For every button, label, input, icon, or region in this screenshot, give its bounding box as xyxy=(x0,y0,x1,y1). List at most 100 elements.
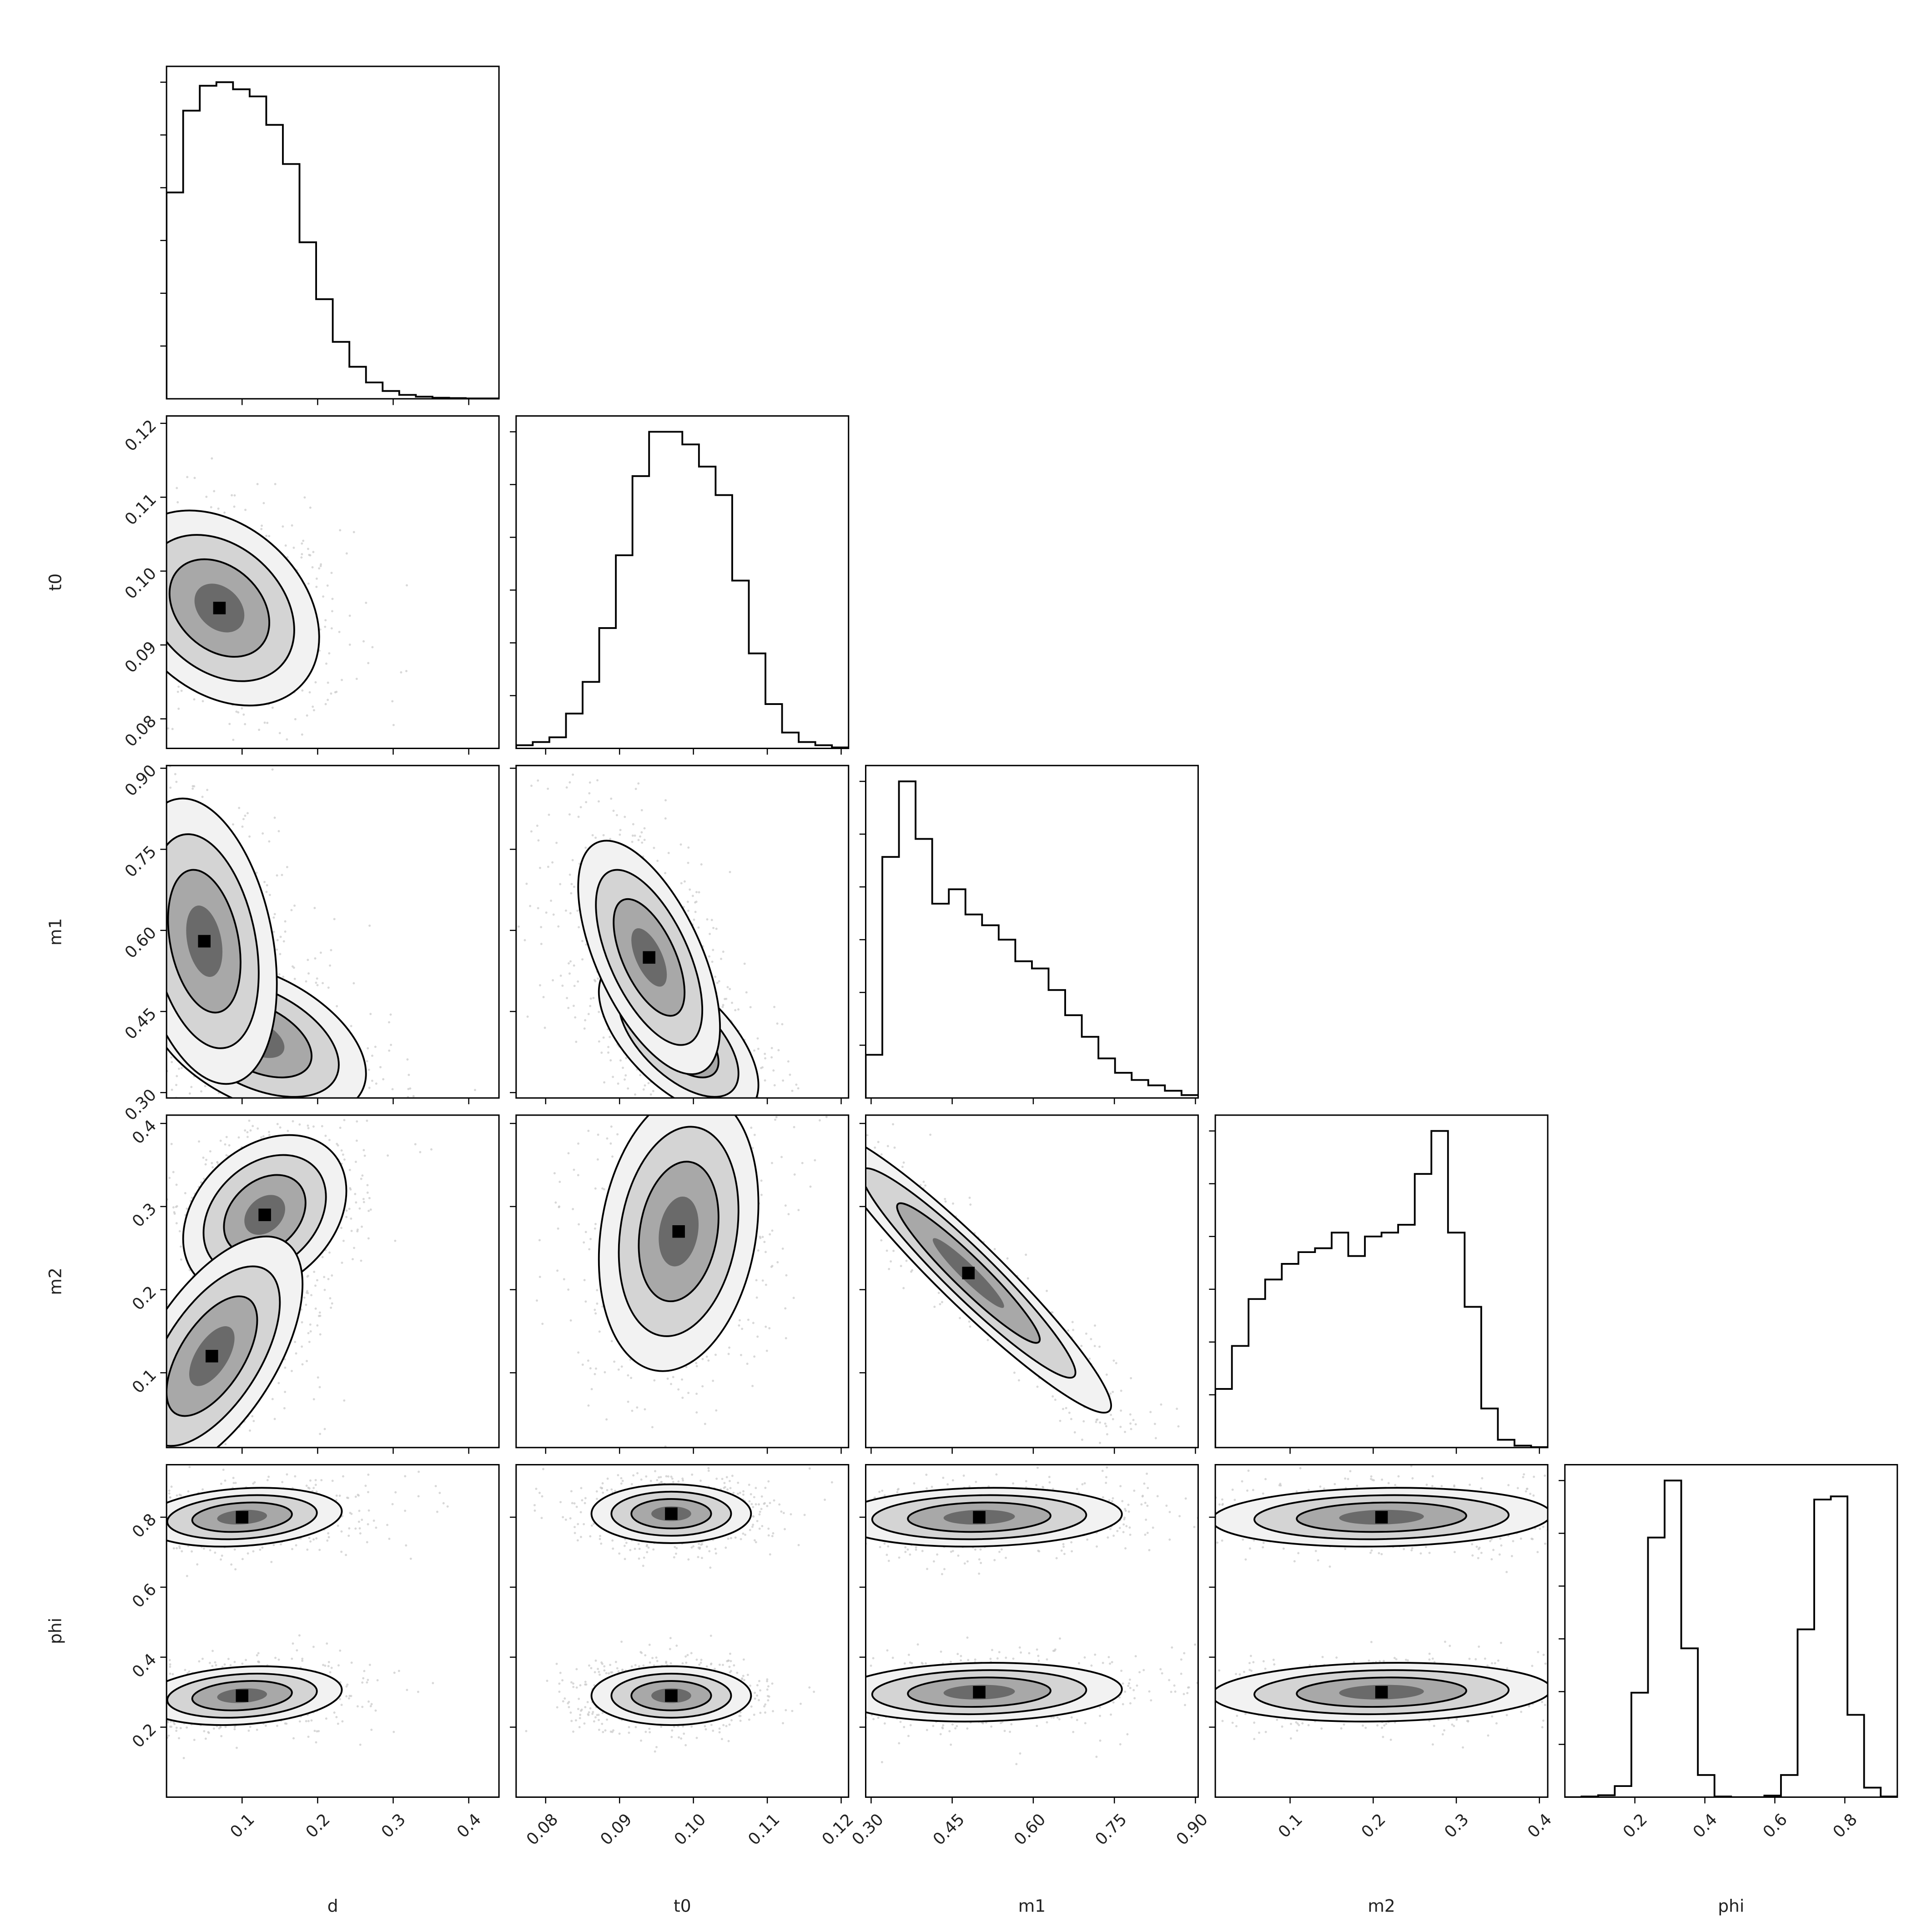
scatter-point xyxy=(306,714,308,717)
scatter-point xyxy=(151,1323,153,1326)
scatter-point xyxy=(567,1006,570,1009)
scatter-point xyxy=(130,1540,132,1543)
scatter-point xyxy=(191,787,194,790)
scatter-point xyxy=(301,1321,303,1323)
scatter-point xyxy=(70,527,73,529)
scatter-point xyxy=(89,584,91,586)
scatter-point xyxy=(543,1026,546,1029)
scatter-point xyxy=(597,800,600,803)
scatter-point xyxy=(110,1009,112,1011)
scatter-point xyxy=(639,1074,642,1077)
scatter-point xyxy=(362,1197,365,1200)
scatter-point xyxy=(649,1093,652,1096)
scatter-point xyxy=(314,957,317,960)
scatter-point xyxy=(161,636,163,639)
scatter-point xyxy=(136,837,138,839)
scatter-point xyxy=(132,930,135,932)
scatter-point xyxy=(345,1209,348,1212)
scatter-point xyxy=(286,866,288,868)
scatter-point xyxy=(712,949,714,951)
scatter-point xyxy=(117,681,119,684)
scatter-point xyxy=(338,631,341,633)
scatter-point xyxy=(722,951,724,953)
scatter-point xyxy=(770,1046,773,1049)
scatter-point xyxy=(100,574,102,576)
scatter-point xyxy=(609,742,611,745)
scatter-point xyxy=(570,892,573,895)
scatter-point xyxy=(228,723,231,725)
scatter-point xyxy=(715,1105,717,1107)
scatter-point xyxy=(156,863,159,865)
scatter-point xyxy=(157,1316,160,1318)
scatter-point xyxy=(155,1074,157,1076)
scatter-point xyxy=(267,1106,269,1108)
scatter-point xyxy=(149,1399,151,1401)
scatter-point xyxy=(151,869,154,871)
scatter-point xyxy=(368,1197,371,1199)
scatter-point xyxy=(146,1447,149,1449)
contour-line xyxy=(166,534,295,682)
scatter-point xyxy=(45,1499,48,1502)
scatter-point xyxy=(301,1345,303,1348)
scatter-point xyxy=(585,943,588,946)
scatter-point xyxy=(150,614,152,616)
scatter-point xyxy=(140,882,142,884)
scatter-point xyxy=(408,1073,410,1076)
scatter-point xyxy=(173,1213,176,1215)
scatter-point xyxy=(152,554,154,557)
scatter-point xyxy=(207,1118,210,1120)
scatter-point xyxy=(175,1222,178,1225)
scatter-point xyxy=(210,506,212,508)
scatter-point xyxy=(637,839,640,841)
scatter-point xyxy=(363,1154,366,1157)
scatter-point xyxy=(525,882,528,885)
scatter-point xyxy=(305,1291,308,1294)
scatter-point xyxy=(619,829,622,831)
scatter-point xyxy=(158,931,161,933)
scatter-point xyxy=(313,1112,315,1114)
scatter-point xyxy=(278,973,281,976)
scatter-point xyxy=(175,780,178,783)
scatter-point xyxy=(781,1023,784,1026)
scatter-point xyxy=(152,1427,154,1429)
scatter-point xyxy=(301,553,303,555)
scatter-point xyxy=(151,957,154,959)
scatter-point xyxy=(772,1137,774,1139)
scatter-point xyxy=(148,921,151,924)
scatter-point xyxy=(265,534,268,537)
scatter-point xyxy=(161,991,163,993)
scatter-point xyxy=(367,1047,369,1050)
scatter-point xyxy=(632,823,634,825)
scatter-point xyxy=(473,1089,476,1092)
scatter-point xyxy=(77,589,80,591)
scatter-point xyxy=(249,1429,251,1432)
scatter-point xyxy=(146,1317,149,1319)
scatter-point xyxy=(217,1469,220,1471)
scatter-point xyxy=(282,940,285,943)
scatter-point xyxy=(387,1154,389,1157)
scatter-point xyxy=(256,483,259,485)
scatter-point xyxy=(122,567,125,569)
scatter-point xyxy=(142,836,144,839)
scatter-point xyxy=(273,816,276,819)
scatter-point xyxy=(374,1046,377,1048)
scatter-point xyxy=(328,1251,331,1254)
scatter-point xyxy=(308,691,311,694)
histogram-t0 xyxy=(516,431,849,749)
scatter-point xyxy=(330,949,332,951)
scatter-point xyxy=(229,752,231,754)
scatter-point xyxy=(588,792,591,795)
scatter-point xyxy=(710,919,713,921)
scatter-point xyxy=(537,779,539,782)
scatter-point xyxy=(266,1109,268,1112)
scatter-point xyxy=(350,1218,352,1220)
scatter-point xyxy=(760,1110,763,1112)
scatter-point xyxy=(734,1109,736,1112)
scatter-point xyxy=(530,830,533,833)
contour-line xyxy=(613,898,686,1017)
scatter-point xyxy=(538,984,541,986)
scatter-point xyxy=(624,815,626,818)
scatter-point xyxy=(366,1191,369,1194)
scatter-point xyxy=(537,839,540,842)
scatter-point xyxy=(129,624,131,626)
